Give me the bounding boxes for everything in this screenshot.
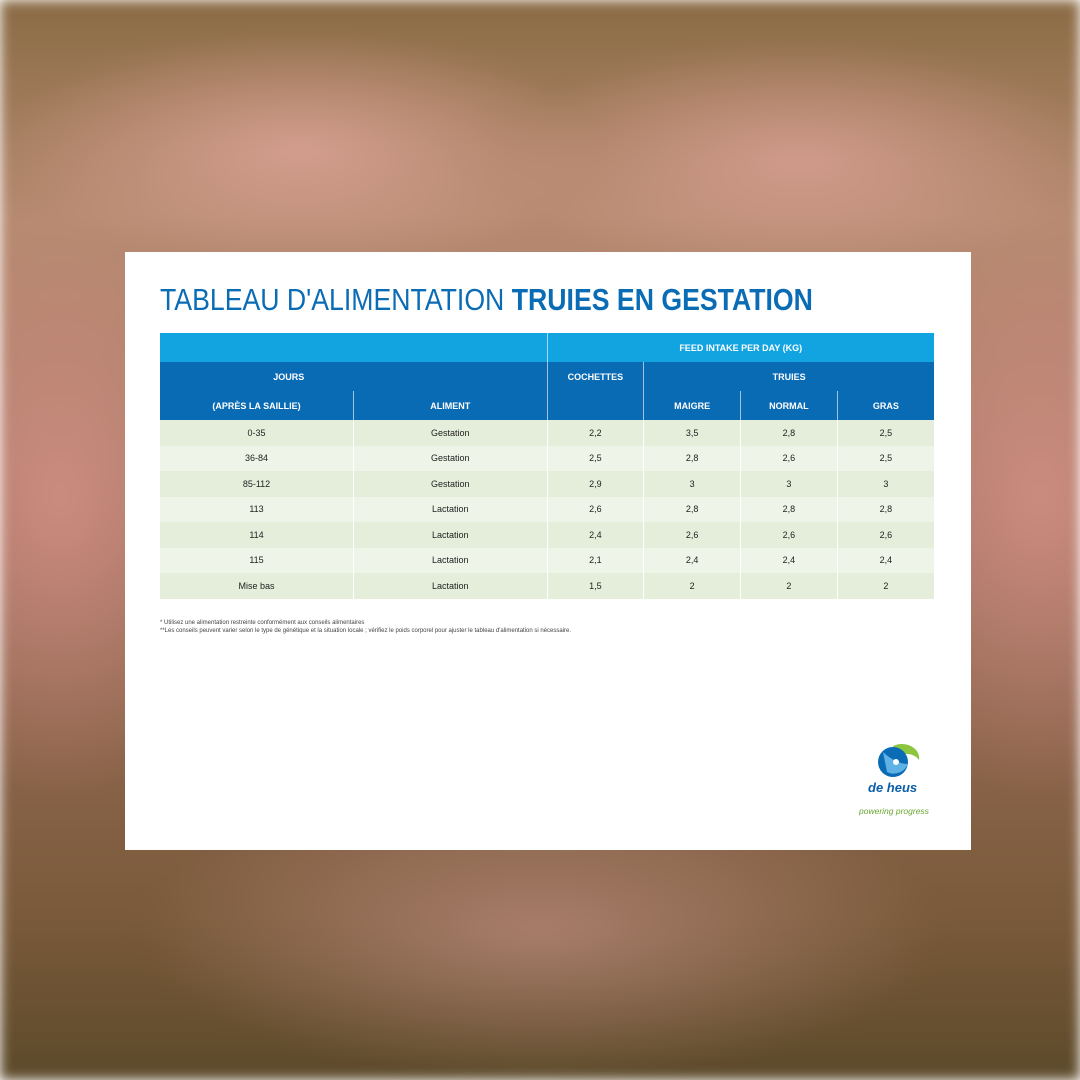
title-bold: TRUIES EN GESTATION bbox=[511, 282, 813, 317]
table-row: 85-112 Gestation 2,9 3 3 3 bbox=[160, 471, 934, 497]
table-cell: 2,6 bbox=[546, 496, 644, 522]
logo-tagline: powering progress bbox=[859, 806, 929, 816]
table-cell: 2 bbox=[643, 573, 741, 599]
title-light: TABLEAU D'ALIMENTATION bbox=[160, 282, 505, 317]
table-row: 0-35 Gestation 2,2 3,5 2,8 2,5 bbox=[160, 420, 934, 446]
table-cell: 2,8 bbox=[643, 496, 741, 522]
table-cell: 1,5 bbox=[546, 573, 644, 599]
table-row: 113 Lactation 2,6 2,8 2,8 2,8 bbox=[160, 496, 934, 522]
header-row: FEED INTAKE PER DAY (KG) bbox=[160, 333, 934, 362]
table-cell: 2,2 bbox=[546, 420, 644, 446]
table-cell: 2,6 bbox=[740, 522, 838, 548]
feed-table: FEED INTAKE PER DAY (KG) JOURS COCHETTES… bbox=[160, 333, 934, 599]
table-cell: 2 bbox=[740, 573, 838, 599]
table-cell: Lactation bbox=[353, 496, 547, 522]
footnote: **Les conseils peuvent varier selon le t… bbox=[160, 628, 572, 634]
table-cell: 3,5 bbox=[643, 420, 741, 446]
table-cell: 115 bbox=[160, 547, 354, 573]
table-cell: Gestation bbox=[353, 445, 547, 471]
table-cell: Gestation bbox=[353, 420, 547, 446]
table-cell: Gestation bbox=[353, 471, 547, 497]
table-cell: 2,8 bbox=[643, 445, 741, 471]
table-cell: 2,9 bbox=[546, 471, 644, 497]
header-cell: GRAS bbox=[836, 391, 934, 420]
header-cell bbox=[160, 333, 547, 362]
footnote: * Utilisez une alimentation restreinte c… bbox=[160, 620, 365, 626]
table-cell: 2,6 bbox=[643, 522, 741, 548]
logo-brand: de heus bbox=[868, 780, 918, 795]
header-cell bbox=[546, 391, 644, 420]
header-cell: JOURS bbox=[160, 362, 547, 391]
table-cell: 2,6 bbox=[836, 522, 934, 548]
table-cell: 3 bbox=[740, 471, 838, 497]
table-cell: Mise bas bbox=[160, 573, 354, 599]
table-cell: 85-112 bbox=[160, 471, 354, 497]
table-cell: 2,8 bbox=[836, 496, 934, 522]
table-cell: 2,4 bbox=[546, 522, 644, 548]
table-cell: 36-84 bbox=[160, 445, 354, 471]
table-cell: 2,6 bbox=[740, 445, 838, 471]
header-cell: FEED INTAKE PER DAY (KG) bbox=[546, 333, 934, 362]
card: TABLEAU D'ALIMENTATION TRUIES EN GESTATI… bbox=[125, 252, 971, 850]
title: TABLEAU D'ALIMENTATION TRUIES EN GESTATI… bbox=[160, 282, 813, 318]
table-cell: Lactation bbox=[353, 522, 547, 548]
header-row: JOURS COCHETTES TRUIES bbox=[160, 362, 934, 391]
table-cell: 3 bbox=[643, 471, 741, 497]
table-cell: 3 bbox=[836, 471, 934, 497]
header-cell: COCHETTES bbox=[546, 362, 644, 391]
header-cell: (APRÈS LA SAILLIE) bbox=[160, 391, 354, 420]
header-cell: ALIMENT bbox=[353, 391, 547, 420]
table-row: 115 Lactation 2,1 2,4 2,4 2,4 bbox=[160, 547, 934, 573]
table-cell: 2,8 bbox=[740, 420, 838, 446]
table-cell: 0-35 bbox=[160, 420, 354, 446]
table-row: 36-84 Gestation 2,5 2,8 2,6 2,5 bbox=[160, 445, 934, 471]
table-cell: 2,5 bbox=[836, 420, 934, 446]
logo-icon bbox=[878, 743, 920, 777]
table-cell: 2 bbox=[836, 573, 934, 599]
header-cell: TRUIES bbox=[643, 362, 934, 391]
table-row: Mise bas Lactation 1,5 2 2 2 bbox=[160, 573, 934, 599]
table-cell: Lactation bbox=[353, 573, 547, 599]
table-cell: 2,8 bbox=[740, 496, 838, 522]
table-cell: 114 bbox=[160, 522, 354, 548]
table-cell: 2,4 bbox=[643, 547, 741, 573]
header-cell: MAIGRE bbox=[643, 391, 741, 420]
table-cell: 2,4 bbox=[740, 547, 838, 573]
table-cell: 2,5 bbox=[836, 445, 934, 471]
header-row: (APRÈS LA SAILLIE) ALIMENT MAIGRE NORMAL… bbox=[160, 391, 934, 420]
table-cell: Lactation bbox=[353, 547, 547, 573]
header-cell: NORMAL bbox=[740, 391, 838, 420]
table-cell: 2,4 bbox=[836, 547, 934, 573]
table-cell: 113 bbox=[160, 496, 354, 522]
table-cell: 2,5 bbox=[546, 445, 644, 471]
table-row: 114 Lactation 2,4 2,6 2,6 2,6 bbox=[160, 522, 934, 548]
table-cell: 2,1 bbox=[546, 547, 644, 573]
